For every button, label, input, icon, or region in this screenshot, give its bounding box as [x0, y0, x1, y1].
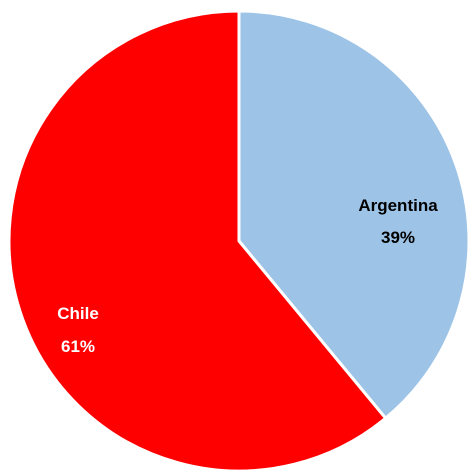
pie-slice-argentina: [237, 9, 468, 420]
slice-label-argentina-percent: 39%: [381, 228, 415, 247]
slice-label-argentina-name: Argentina: [358, 196, 438, 215]
pie-slice-chile: [7, 9, 388, 473]
slice-label-chile-percent: 61%: [61, 337, 95, 356]
slice-label-chile-name: Chile: [57, 304, 99, 323]
pie-slices: [7, 9, 468, 473]
pie-labels: Argentina 39% Chile 61%: [57, 196, 438, 356]
